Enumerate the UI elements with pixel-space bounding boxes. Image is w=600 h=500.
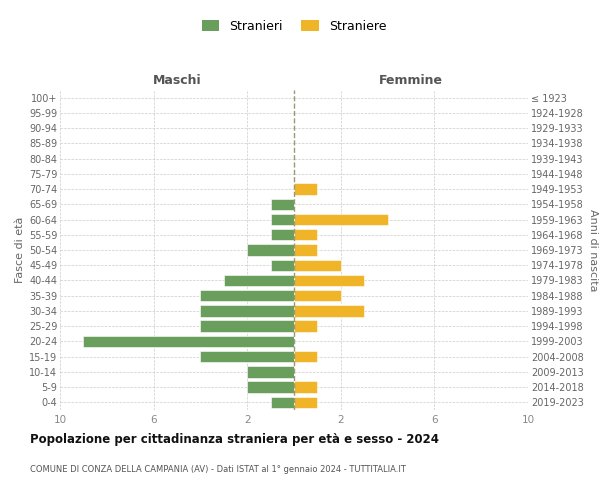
Legend: Stranieri, Straniere: Stranieri, Straniere <box>197 15 391 38</box>
Y-axis label: Fasce di età: Fasce di età <box>14 217 25 283</box>
Bar <box>294 382 317 393</box>
Bar <box>294 396 317 408</box>
Bar <box>200 351 294 362</box>
Bar <box>294 320 317 332</box>
Bar <box>271 198 294 210</box>
Bar <box>271 396 294 408</box>
Bar <box>294 214 388 225</box>
Text: Popolazione per cittadinanza straniera per età e sesso - 2024: Popolazione per cittadinanza straniera p… <box>30 432 439 446</box>
Bar <box>294 305 364 316</box>
Text: COMUNE DI CONZA DELLA CAMPANIA (AV) - Dati ISTAT al 1° gennaio 2024 - TUTTITALIA: COMUNE DI CONZA DELLA CAMPANIA (AV) - Da… <box>30 466 406 474</box>
Bar <box>200 320 294 332</box>
Title: Maschi: Maschi <box>152 74 202 88</box>
Bar <box>294 290 341 302</box>
Bar <box>294 275 364 286</box>
Bar <box>271 214 294 225</box>
Bar <box>294 184 317 195</box>
Title: Femmine: Femmine <box>379 74 443 88</box>
Bar <box>294 244 317 256</box>
Bar <box>224 275 294 286</box>
Bar <box>294 351 317 362</box>
Bar <box>294 260 341 271</box>
Bar <box>200 290 294 302</box>
Bar <box>271 229 294 240</box>
Bar <box>247 366 294 378</box>
Bar <box>83 336 294 347</box>
Bar <box>247 244 294 256</box>
Bar <box>200 305 294 316</box>
Bar <box>271 260 294 271</box>
Bar <box>294 229 317 240</box>
Bar <box>247 382 294 393</box>
Y-axis label: Anni di nascita: Anni di nascita <box>587 209 598 291</box>
